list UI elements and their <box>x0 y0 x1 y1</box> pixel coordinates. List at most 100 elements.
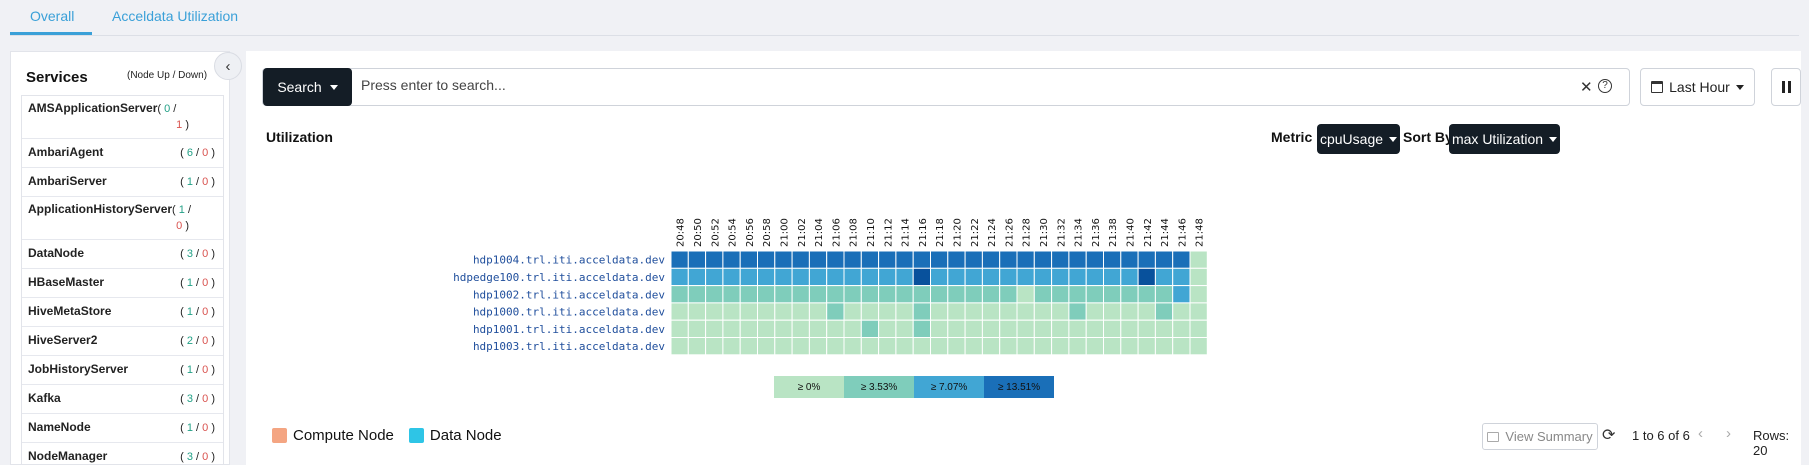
heatmap-cell[interactable] <box>930 267 949 287</box>
heatmap-cell[interactable] <box>1137 267 1156 287</box>
heatmap-cell[interactable] <box>947 337 966 356</box>
heatmap-cell[interactable] <box>878 285 897 304</box>
heatmap-cell[interactable] <box>1033 285 1053 304</box>
heatmap-cell[interactable] <box>1085 319 1105 338</box>
heatmap-cell[interactable] <box>912 302 932 321</box>
host-label[interactable]: hdpedge100.trl.iti.acceldata.dev <box>453 271 665 284</box>
heatmap-cell[interactable] <box>1085 250 1105 269</box>
heatmap-cell[interactable] <box>1068 302 1087 321</box>
heatmap-cell[interactable] <box>1189 302 1208 321</box>
search-input[interactable] <box>361 77 1511 93</box>
heatmap-cell[interactable] <box>981 319 1001 338</box>
heatmap-cell[interactable] <box>774 267 793 287</box>
service-item[interactable]: HiveMetaStore ( 1 / 0 ) <box>22 298 223 327</box>
heatmap-cell[interactable] <box>860 302 880 321</box>
view-summary-button[interactable]: View Summary <box>1482 423 1598 450</box>
heatmap-cell[interactable] <box>1103 319 1122 338</box>
heatmap-cell[interactable] <box>1103 267 1122 287</box>
heatmap-cell[interactable] <box>930 319 949 338</box>
heatmap-cell[interactable] <box>1016 302 1035 321</box>
heatmap-cell[interactable] <box>930 302 949 321</box>
heatmap-cell[interactable] <box>1120 250 1139 269</box>
heatmap-cell[interactable] <box>999 319 1018 338</box>
heatmap-cell[interactable] <box>964 319 983 338</box>
heatmap-cell[interactable] <box>791 319 810 338</box>
heatmap-cell[interactable] <box>843 285 862 304</box>
pause-button[interactable] <box>1771 68 1801 106</box>
heatmap-cell[interactable] <box>757 302 776 321</box>
heatmap-cell[interactable] <box>774 337 793 356</box>
heatmap-cell[interactable] <box>1085 337 1105 356</box>
host-label[interactable]: hdp1001.trl.iti.acceldata.dev <box>473 323 665 336</box>
heatmap-cell[interactable] <box>1189 285 1208 304</box>
heatmap-cell[interactable] <box>687 267 707 287</box>
metric-dropdown[interactable]: cpuUsage <box>1317 124 1400 154</box>
heatmap-cell[interactable] <box>843 250 862 269</box>
heatmap-cell[interactable] <box>774 302 793 321</box>
heatmap-cell[interactable] <box>1189 250 1208 269</box>
service-item[interactable]: ApplicationHistoryServer( 1 / 0 ) <box>22 197 223 240</box>
heatmap-cell[interactable] <box>981 302 1001 321</box>
heatmap-cell[interactable] <box>930 250 949 269</box>
heatmap-cell[interactable] <box>1172 250 1191 269</box>
heatmap-cell[interactable] <box>687 250 707 269</box>
heatmap-cell[interactable] <box>1137 250 1156 269</box>
heatmap-cell[interactable] <box>1051 267 1070 287</box>
heatmap-cell[interactable] <box>843 319 862 338</box>
heatmap-cell[interactable] <box>791 302 810 321</box>
service-item[interactable]: JobHistoryServer ( 1 / 0 ) <box>22 356 223 385</box>
heatmap-cell[interactable] <box>1051 337 1070 356</box>
heatmap-cell[interactable] <box>739 302 759 321</box>
heatmap-cell[interactable] <box>1172 267 1191 287</box>
heatmap-cell[interactable] <box>808 302 828 321</box>
heatmap-cell[interactable] <box>981 250 1001 269</box>
heatmap-cell[interactable] <box>757 337 776 356</box>
heatmap-cell[interactable] <box>791 285 810 304</box>
heatmap-cell[interactable] <box>687 337 707 356</box>
help-icon[interactable]: ? <box>1598 79 1612 93</box>
heatmap-cell[interactable] <box>739 285 759 304</box>
heatmap-cell[interactable] <box>947 267 966 287</box>
heatmap-cell[interactable] <box>791 267 810 287</box>
heatmap-cell[interactable] <box>860 250 880 269</box>
heatmap-cell[interactable] <box>912 319 932 338</box>
heatmap-cell[interactable] <box>687 319 707 338</box>
heatmap-cell[interactable] <box>1033 250 1053 269</box>
heatmap-cell[interactable] <box>670 319 689 338</box>
heatmap-cell[interactable] <box>947 250 966 269</box>
heatmap-cell[interactable] <box>1068 250 1087 269</box>
heatmap-cell[interactable] <box>826 302 845 321</box>
service-item[interactable]: NodeManager ( 3 / 0 ) <box>22 443 223 465</box>
heatmap-cell[interactable] <box>1154 250 1174 269</box>
heatmap-cell[interactable] <box>843 337 862 356</box>
rows-per-page[interactable]: Rows: 20 <box>1753 428 1790 458</box>
heatmap-cell[interactable] <box>1154 337 1174 356</box>
heatmap-cell[interactable] <box>964 302 983 321</box>
heatmap-cell[interactable] <box>1120 285 1139 304</box>
host-label[interactable]: hdp1000.trl.iti.acceldata.dev <box>473 306 665 319</box>
heatmap-cell[interactable] <box>947 319 966 338</box>
heatmap-cell[interactable] <box>1154 302 1174 321</box>
heatmap-cell[interactable] <box>1172 319 1191 338</box>
search-dropdown-button[interactable]: Search <box>263 68 352 106</box>
heatmap-cell[interactable] <box>1051 302 1070 321</box>
service-item[interactable]: AmbariAgent ( 6 / 0 ) <box>22 139 223 168</box>
heatmap-cell[interactable] <box>1154 285 1174 304</box>
service-item[interactable]: NameNode ( 1 / 0 ) <box>22 414 223 443</box>
heatmap-cell[interactable] <box>774 285 793 304</box>
heatmap-cell[interactable] <box>757 250 776 269</box>
heatmap-cell[interactable] <box>999 302 1018 321</box>
heatmap-cell[interactable] <box>791 250 810 269</box>
heatmap-cell[interactable] <box>895 267 914 287</box>
heatmap-cell[interactable] <box>826 250 845 269</box>
heatmap-cell[interactable] <box>808 319 828 338</box>
heatmap-cell[interactable] <box>722 285 741 304</box>
heatmap-cell[interactable] <box>739 250 759 269</box>
heatmap-cell[interactable] <box>930 337 949 356</box>
heatmap-cell[interactable] <box>791 337 810 356</box>
heatmap-cell[interactable] <box>1154 319 1174 338</box>
heatmap-cell[interactable] <box>722 337 741 356</box>
heatmap-cell[interactable] <box>808 285 828 304</box>
heatmap-cell[interactable] <box>895 337 914 356</box>
heatmap-cell[interactable] <box>860 319 880 338</box>
